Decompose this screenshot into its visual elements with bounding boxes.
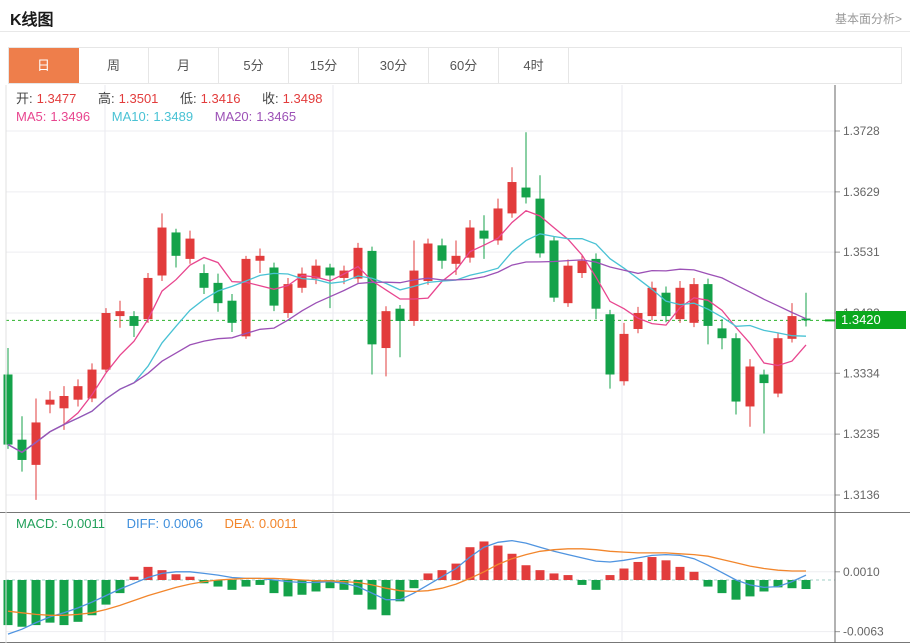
tab-month[interactable]: 月 [149, 48, 219, 83]
period-tabbar: 日 周 月 5分 15分 30分 60分 4时 [8, 47, 902, 84]
open-label: 开: [16, 91, 33, 106]
diff-value: 0.0006 [163, 516, 203, 531]
ma-info-row: MA5: 1.3496 MA10: 1.3489 MA20: 1.3465 [16, 109, 300, 124]
tab-60min[interactable]: 60分 [429, 48, 499, 83]
candlestick-chart[interactable]: 1.37281.36291.35311.34321.33341.32351.31… [0, 85, 910, 512]
svg-text:1.3235: 1.3235 [843, 427, 880, 441]
svg-text:1.3136: 1.3136 [843, 488, 880, 502]
ma5-value: 1.3496 [50, 109, 91, 124]
tab-day[interactable]: 日 [9, 48, 79, 83]
svg-text:0.0010: 0.0010 [843, 565, 880, 579]
close-label: 收: [262, 91, 279, 106]
low-label: 低: [180, 91, 197, 106]
tab-5min[interactable]: 5分 [219, 48, 289, 83]
macd-value: -0.0011 [61, 516, 106, 531]
svg-text:1.3728: 1.3728 [843, 124, 880, 138]
macd-chart[interactable]: 0.0010 -0.0063 [0, 512, 910, 643]
tab-30min[interactable]: 30分 [359, 48, 429, 83]
page-title: K线图 [10, 12, 54, 29]
close-value: 1.3498 [282, 91, 323, 106]
ma10-label: MA10: [111, 109, 150, 124]
last-price-tag: 1.3420 [836, 311, 906, 329]
open-value: 1.3477 [36, 91, 77, 106]
chart-area: 1.37281.36291.35311.34321.33341.32351.31… [0, 85, 910, 643]
ma20-value: 1.3465 [256, 109, 297, 124]
tab-4hour[interactable]: 4时 [499, 48, 569, 83]
dea-value: 0.0011 [258, 516, 298, 531]
ma20-label: MA20: [214, 109, 253, 124]
macd-info-row: MACD: -0.0011 DIFF: 0.0006 DEA: 0.0011 [16, 516, 302, 531]
macd-label: MACD: [16, 516, 58, 531]
high-value: 1.3501 [118, 91, 159, 106]
header-divider [0, 31, 910, 32]
ohlc-info-row: 开: 1.3477 高: 1.3501 低: 1.3416 收: 1.3498 [16, 88, 326, 107]
svg-text:-0.0063: -0.0063 [843, 625, 884, 639]
diff-label: DIFF: [126, 516, 160, 531]
svg-text:1.3531: 1.3531 [843, 245, 880, 259]
high-label: 高: [98, 91, 115, 106]
svg-text:1.3629: 1.3629 [843, 185, 880, 199]
tab-week[interactable]: 周 [79, 48, 149, 83]
svg-text:1.3334: 1.3334 [843, 366, 880, 380]
fundamental-analysis-link[interactable]: 基本面分析> [834, 12, 902, 26]
tab-15min[interactable]: 15分 [289, 48, 359, 83]
ma10-value: 1.3489 [153, 109, 194, 124]
ma5-label: MA5: [16, 109, 47, 124]
dea-label: DEA: [224, 516, 255, 531]
low-value: 1.3416 [200, 91, 241, 106]
